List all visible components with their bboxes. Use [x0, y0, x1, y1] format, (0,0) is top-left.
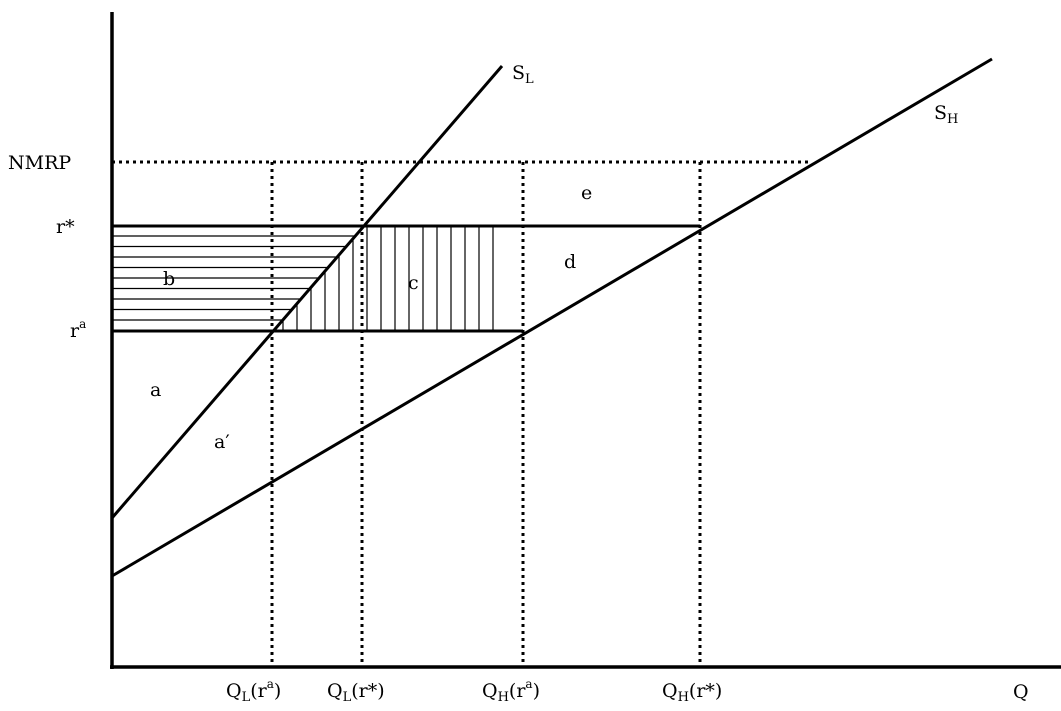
y-label-rstar: r* — [56, 216, 75, 238]
curve-label-sl: SL — [512, 62, 534, 87]
y-label-ra: ra — [70, 317, 86, 342]
region-label-b: b — [163, 268, 175, 290]
x-axis-label: Q — [1013, 681, 1029, 703]
region-label-a-prime: a′ — [214, 431, 230, 453]
x-tick-qh-ra: QH(ra) — [482, 677, 540, 705]
region-label-e: e — [581, 182, 592, 204]
x-tick-qh-rstar: QH(r*) — [662, 680, 722, 705]
supply-curve-sl — [110, 65, 504, 519]
supply-curve-sh — [111, 57, 993, 578]
y-label-nmrp: NMRP — [8, 152, 71, 174]
x-tick-ql-rstar: QL(r*) — [327, 680, 385, 705]
region-b-hatching — [112, 235, 356, 332]
curve-label-sh: SH — [934, 102, 958, 127]
region-c-hatching — [282, 226, 494, 331]
x-tick-ql-ra: QL(ra) — [226, 677, 281, 705]
region-label-d: d — [564, 251, 576, 273]
region-label-c: c — [408, 272, 419, 294]
region-label-a: a — [150, 379, 161, 401]
